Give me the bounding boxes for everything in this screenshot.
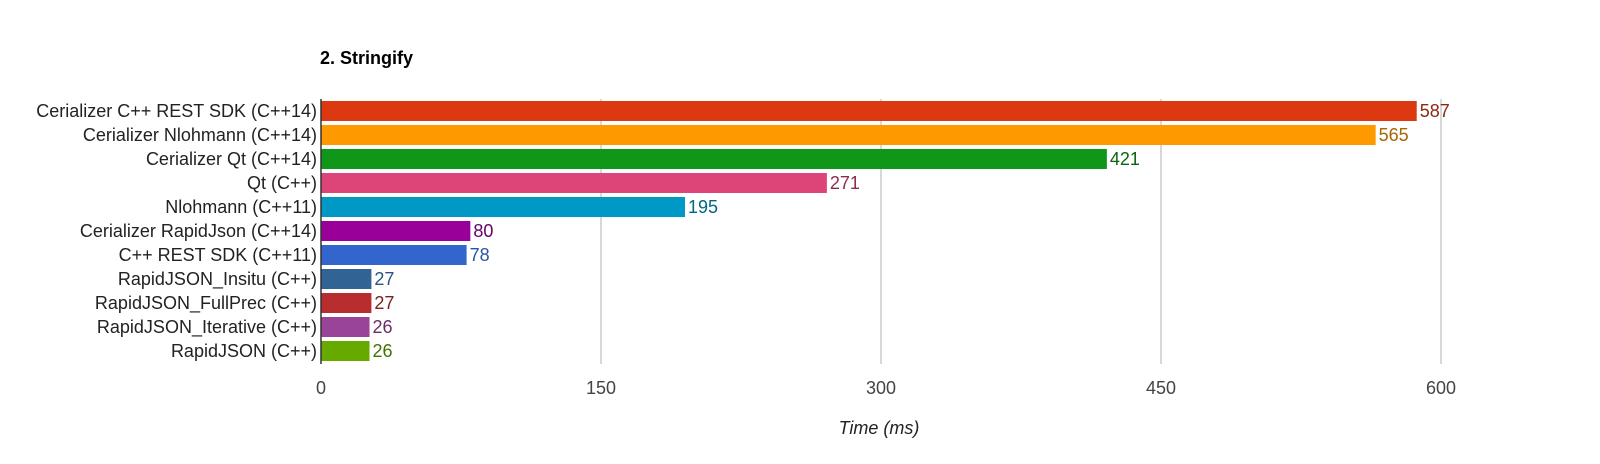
bar — [321, 125, 1376, 145]
category-label: RapidJSON_Insitu (C++) — [118, 269, 317, 290]
value-label: 27 — [374, 293, 394, 313]
value-label: 565 — [1379, 125, 1409, 145]
bar — [321, 173, 827, 193]
value-label: 27 — [374, 269, 394, 289]
chart-title: 2. Stringify — [320, 48, 413, 68]
value-label: 78 — [470, 245, 490, 265]
value-label: 587 — [1420, 101, 1450, 121]
x-axis-title: Time (ms) — [839, 418, 920, 438]
bar — [321, 245, 467, 265]
value-label: 271 — [830, 173, 860, 193]
x-tick-label: 600 — [1426, 378, 1456, 398]
category-label: Qt (C++) — [247, 173, 317, 193]
bar — [321, 101, 1417, 121]
value-label: 26 — [373, 341, 393, 361]
category-label: Cerializer RapidJson (C++14) — [80, 221, 317, 241]
value-label: 195 — [688, 197, 718, 217]
bars — [321, 101, 1417, 361]
value-label: 421 — [1110, 149, 1140, 169]
bar — [321, 317, 370, 337]
bar — [321, 221, 471, 241]
category-label: C++ REST SDK (C++11) — [119, 245, 317, 265]
bar — [321, 269, 372, 289]
x-tick-label: 150 — [586, 378, 616, 398]
category-label: RapidJSON_FullPrec (C++) — [95, 293, 317, 314]
value-label: 80 — [473, 221, 493, 241]
value-label: 26 — [373, 317, 393, 337]
category-label: RapidJSON_Iterative (C++) — [97, 317, 317, 338]
bar — [321, 149, 1107, 169]
bar — [321, 293, 372, 313]
category-label: Cerializer C++ REST SDK (C++14) — [36, 101, 317, 121]
bar — [321, 197, 685, 217]
x-tick-labels: 0 150 300 450 600 — [316, 378, 1456, 398]
x-tick-label: 450 — [1146, 378, 1176, 398]
x-tick-label: 0 — [316, 378, 326, 398]
category-label: Cerializer Qt (C++14) — [146, 149, 317, 169]
category-label: Cerializer Nlohmann (C++14) — [83, 125, 317, 145]
category-labels: Cerializer C++ REST SDK (C++14) Cerialize… — [36, 101, 317, 361]
category-label: Nlohmann (C++11) — [165, 197, 317, 217]
bar — [321, 341, 370, 361]
value-labels: 587 565 421 271 195 80 78 27 27 26 26 — [373, 101, 1450, 361]
category-label: RapidJSON (C++) — [171, 341, 317, 361]
x-tick-label: 300 — [866, 378, 896, 398]
